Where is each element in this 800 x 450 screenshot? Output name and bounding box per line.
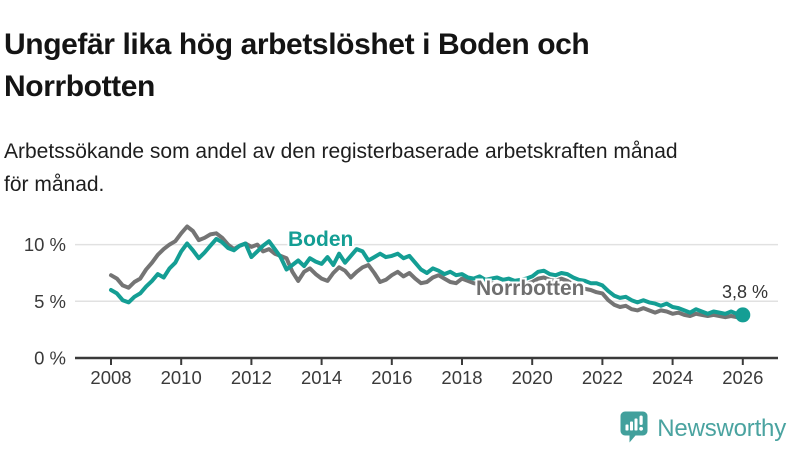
chart-canvas: 0 % 5 % 10 % 2008 2010 2012 2014 2016 2018 2020 20…	[24, 224, 778, 388]
subtitle-line-1: Arbetssökande som andel av den registerb…	[4, 140, 678, 163]
boden-line	[109, 236, 745, 317]
title-line-1: Ungefär lika hög arbetslöshet i Boden oc…	[4, 28, 590, 62]
newsworthy-logo-icon	[619, 410, 649, 448]
x-tick-label-2018: 2018	[441, 367, 482, 388]
x-tick-label-2026: 2026	[722, 367, 763, 388]
norrbotten-line	[109, 224, 739, 320]
y-tick-label-0: 0 %	[34, 348, 66, 369]
y-tick-label-5: 5 %	[34, 291, 66, 312]
brand-name: Newsworthy	[657, 415, 786, 442]
x-tick-label-2014: 2014	[301, 367, 342, 388]
page-title: Ungefär lika hög arbetslöshet i Boden oc…	[4, 24, 764, 108]
brand-footer: Newsworthy	[619, 410, 786, 448]
series-label-boden: Boden	[288, 228, 354, 251]
x-tick-label-2008: 2008	[90, 367, 131, 388]
series-label-norrbotten: Norrbotten	[476, 277, 585, 300]
y-tick-label-10: 10 %	[24, 234, 66, 255]
unemployment-line-chart: 0 % 5 % 10 % 2008 2010 2012 2014 2016 2018 2020 20…	[0, 195, 800, 405]
latest-value-annotation: 3,8 %	[721, 282, 768, 302]
x-tick-label-2010: 2010	[161, 367, 202, 388]
latest-value-dot	[735, 307, 751, 323]
chart-subtitle: Arbetssökande som andel av den registerb…	[4, 135, 794, 201]
x-tick-label-2016: 2016	[371, 367, 412, 388]
x-tick-label-2022: 2022	[582, 367, 623, 388]
x-tick-label-2020: 2020	[512, 367, 553, 388]
x-tick-label-2024: 2024	[652, 367, 693, 388]
subtitle-line-2: för månad.	[4, 173, 105, 196]
title-line-2: Norrbotten	[4, 70, 155, 104]
x-tick-label-2012: 2012	[231, 367, 272, 388]
